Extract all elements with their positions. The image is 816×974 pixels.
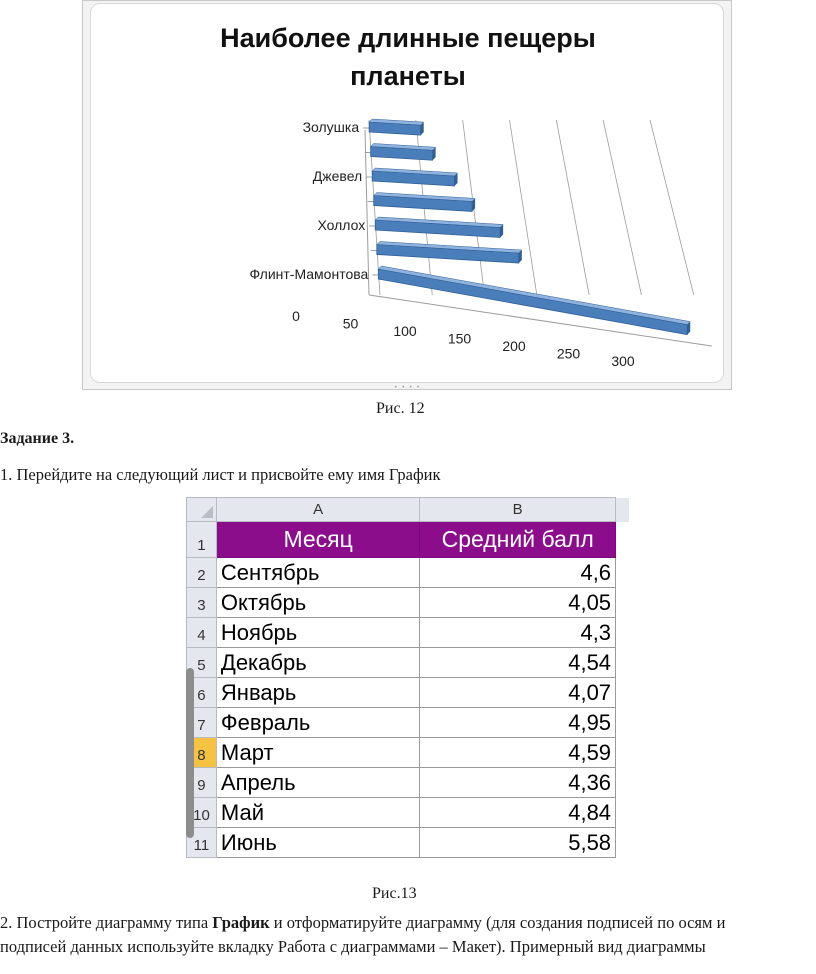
table-row: 11 Июнь 5,58 bbox=[186, 827, 630, 858]
gridline bbox=[602, 119, 642, 296]
bar-end-face bbox=[472, 198, 476, 212]
table-row: 6 Январь 4,07 bbox=[186, 677, 630, 708]
score-cell[interactable]: 4,6 bbox=[419, 557, 617, 588]
score-cell[interactable]: 4,84 bbox=[419, 797, 617, 828]
month-cell[interactable]: Апрель bbox=[215, 767, 421, 798]
month-cell[interactable]: Май bbox=[215, 797, 421, 828]
x-tick-label: 100 bbox=[393, 323, 417, 339]
month-cell[interactable]: Сентябрь bbox=[215, 557, 421, 588]
row-header[interactable]: 1 bbox=[186, 521, 217, 558]
bar-end-face bbox=[454, 172, 458, 186]
table-row: 9 Апрель 4,36 bbox=[186, 767, 630, 798]
row-header[interactable]: 11 bbox=[186, 827, 217, 858]
cave-length-bar-chart: Наиболее длинные пещеры планеты Флинт-Ма… bbox=[220, 23, 712, 369]
gridline bbox=[649, 119, 695, 296]
table-row: 3 Октябрь 4,05 bbox=[186, 587, 630, 618]
task-step-1: 1. Перейдите на следующий лист и присвой… bbox=[0, 465, 441, 484]
vertical-scrollbar[interactable] bbox=[186, 668, 194, 838]
month-cell[interactable]: Июнь bbox=[215, 827, 421, 858]
chart-resize-grip[interactable]: • • • • bbox=[394, 384, 421, 391]
bar-end-face bbox=[500, 224, 504, 238]
category-axis bbox=[364, 129, 370, 296]
bar[interactable] bbox=[377, 268, 688, 336]
gridline bbox=[509, 119, 538, 296]
score-cell[interactable]: 4,59 bbox=[419, 737, 617, 768]
chart-title-line-2: планеты bbox=[350, 61, 466, 91]
score-cell[interactable]: 4,54 bbox=[419, 647, 617, 678]
table-row: 7 Февраль 4,95 bbox=[186, 707, 630, 738]
task-step-2: 2. Постройте диаграмму типа График и отф… bbox=[0, 912, 725, 934]
month-cell[interactable]: Декабрь bbox=[215, 647, 421, 678]
spreadsheet-excerpt: A B 1 Месяц Средний балл 2 Сентябрь 4,6 3 Ок… bbox=[186, 497, 630, 883]
task-heading: Задание 3. bbox=[0, 430, 75, 447]
table-row: 10 Май 4,84 bbox=[186, 797, 630, 828]
table-row: 4 Ноябрь 4,3 bbox=[186, 617, 630, 648]
score-cell[interactable]: 4,95 bbox=[419, 707, 617, 738]
month-cell[interactable]: Ноябрь bbox=[215, 617, 421, 648]
figure-12-caption: Рис. 12 bbox=[376, 400, 425, 417]
table-row: 5 Декабрь 4,54 bbox=[186, 647, 630, 678]
bar-top-face bbox=[376, 241, 523, 254]
score-cell[interactable]: 4,3 bbox=[419, 617, 617, 648]
bar-top-face bbox=[377, 265, 691, 325]
x-tick-label: 0 bbox=[292, 308, 300, 324]
month-cell[interactable]: Февраль bbox=[215, 707, 421, 738]
header-cell-score[interactable]: Средний балл bbox=[419, 521, 617, 558]
value-axis bbox=[368, 294, 712, 347]
score-cell[interactable]: 4,05 bbox=[419, 587, 617, 618]
x-tick-label: 150 bbox=[448, 331, 472, 347]
month-cell[interactable]: Октябрь bbox=[215, 587, 421, 618]
bar-end-face bbox=[432, 147, 436, 161]
month-cell[interactable]: Январь bbox=[215, 677, 421, 708]
select-all-corner[interactable] bbox=[186, 497, 217, 522]
task-step-2-bold: График bbox=[212, 913, 270, 932]
month-cell[interactable]: Март bbox=[215, 737, 421, 768]
category-label: Золушка bbox=[303, 119, 360, 135]
category-label: Холлох bbox=[317, 217, 365, 233]
x-tick-label: 200 bbox=[502, 338, 526, 354]
chart-figure: • • • • Наиболее длинные пещеры планеты … bbox=[82, 0, 732, 391]
row-header[interactable]: 3 bbox=[186, 587, 217, 618]
column-header-b[interactable]: B bbox=[419, 497, 617, 522]
score-cell[interactable]: 4,36 bbox=[419, 767, 617, 798]
task-step-2-prefix: 2. Постройте диаграмму типа bbox=[0, 913, 213, 932]
x-tick-label: 300 bbox=[611, 353, 635, 369]
score-cell[interactable]: 5,58 bbox=[419, 827, 617, 858]
category-label: Флинт-Мамонтова bbox=[249, 266, 368, 282]
header-cell-month[interactable]: Месяц bbox=[215, 521, 421, 558]
gridline bbox=[555, 119, 590, 296]
category-label: Джевел bbox=[313, 168, 362, 184]
x-tick-label: 250 bbox=[557, 346, 581, 362]
table-row: 8 Март 4,59 bbox=[186, 737, 630, 768]
row-header[interactable]: 2 bbox=[186, 557, 217, 588]
x-tick-label: 50 bbox=[343, 316, 359, 332]
bar-end-face bbox=[420, 122, 424, 136]
chart-title-line-1: Наиболее длинные пещеры bbox=[220, 23, 596, 53]
table-row: 2 Сентябрь 4,6 bbox=[186, 557, 630, 588]
task-step-2-line-2: подписей данных используйте вкладку Рабо… bbox=[0, 937, 706, 956]
column-header-a[interactable]: A bbox=[215, 497, 421, 522]
bar-end-face bbox=[687, 321, 691, 335]
bar-end-face bbox=[518, 250, 522, 264]
task-step-2-suffix: и отформатируйте диаграмму (для создания… bbox=[269, 913, 726, 932]
figure-13-caption: Рис.13 bbox=[372, 885, 417, 902]
row-header[interactable]: 4 bbox=[186, 617, 217, 648]
score-cell[interactable]: 4,07 bbox=[419, 677, 617, 708]
